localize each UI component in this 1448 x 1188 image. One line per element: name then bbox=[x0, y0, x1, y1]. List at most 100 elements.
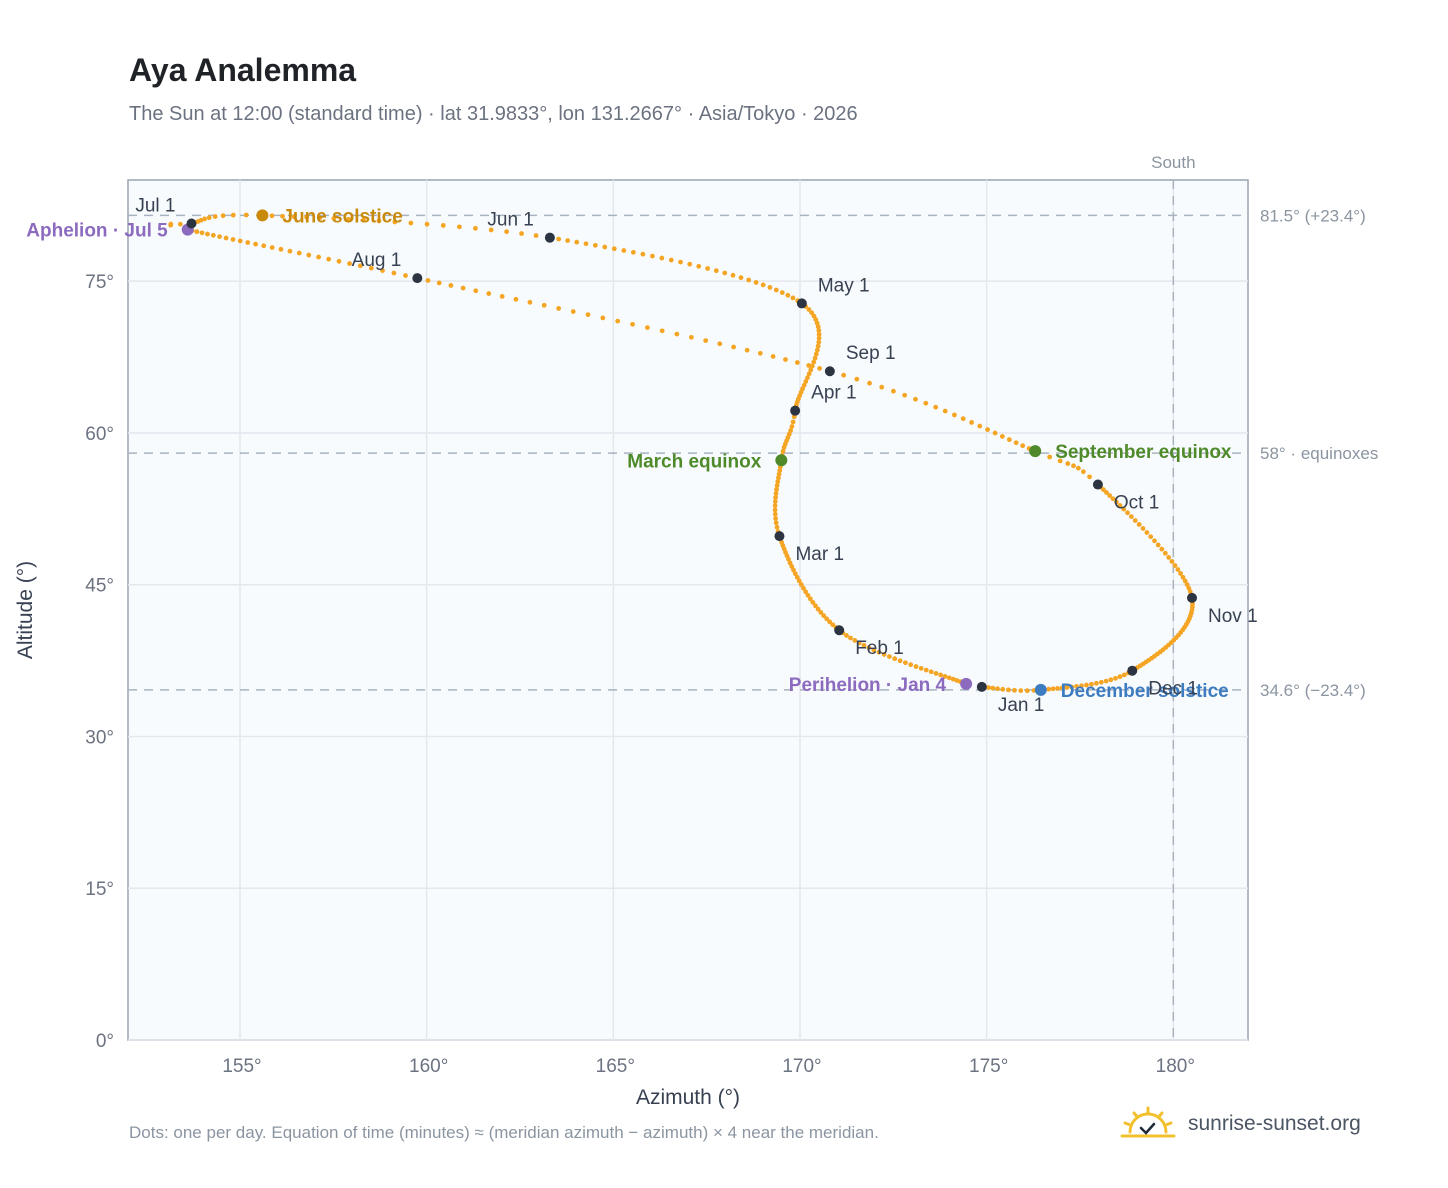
daily-dot bbox=[556, 236, 562, 242]
daily-dot bbox=[645, 325, 650, 330]
daily-dot bbox=[1117, 674, 1123, 680]
brand-name: sunrise-sunset.org bbox=[1188, 1112, 1361, 1135]
event-marker bbox=[256, 209, 269, 222]
daily-dot bbox=[789, 424, 795, 429]
daily-dot bbox=[600, 315, 606, 321]
daily-dot bbox=[772, 511, 778, 517]
daily-dot bbox=[1006, 437, 1012, 443]
daily-dot bbox=[977, 423, 983, 429]
daily-dot bbox=[1084, 682, 1089, 688]
month-marker bbox=[834, 625, 845, 636]
daily-dot bbox=[533, 233, 539, 238]
daily-dot bbox=[794, 574, 800, 580]
month-label: Sep 1 bbox=[846, 343, 896, 364]
daily-dot bbox=[881, 652, 887, 657]
daily-dot bbox=[815, 606, 821, 612]
daily-dot bbox=[891, 388, 896, 394]
axis-ticks: 155° 160° 165° 170° 175° 180° 0° 15° 30° 45° 60° 75… bbox=[85, 272, 1195, 1077]
daily-dot bbox=[923, 400, 929, 406]
daily-dot bbox=[391, 270, 397, 276]
daily-dot bbox=[783, 357, 788, 362]
month-label: Mar 1 bbox=[795, 544, 844, 565]
daily-dot bbox=[1128, 514, 1134, 520]
daily-dot bbox=[212, 214, 218, 219]
month-label: Jan 1 bbox=[998, 695, 1044, 716]
daily-dot bbox=[205, 231, 210, 237]
daily-dot bbox=[809, 363, 815, 369]
daily-dot bbox=[1074, 684, 1079, 689]
daily-dot bbox=[1132, 518, 1138, 523]
x-tick-label: 170° bbox=[782, 1056, 821, 1077]
x-axis-label: Azimuth (°) bbox=[636, 1086, 740, 1109]
daily-dot bbox=[1064, 685, 1070, 690]
daily-dot bbox=[1012, 687, 1017, 693]
y-tick-label: 30° bbox=[85, 727, 114, 748]
daily-dot bbox=[923, 667, 929, 673]
y-axis-label: Altitude (°) bbox=[14, 561, 37, 659]
daily-dot bbox=[1089, 681, 1094, 687]
daily-dot bbox=[206, 215, 212, 221]
daily-dot bbox=[816, 335, 822, 341]
brand[interactable]: sunrise-sunset.org bbox=[1120, 1104, 1361, 1144]
month-marker bbox=[796, 298, 807, 309]
daily-dot bbox=[986, 685, 991, 690]
daily-dot bbox=[942, 408, 948, 414]
daily-dot bbox=[223, 235, 229, 241]
daily-dot bbox=[954, 678, 960, 683]
daily-dot bbox=[854, 376, 860, 382]
daily-dot bbox=[713, 268, 719, 274]
daily-dot bbox=[280, 213, 285, 219]
daily-dot bbox=[650, 253, 655, 259]
daily-dot bbox=[773, 516, 779, 521]
daily-dot bbox=[1069, 684, 1075, 690]
daily-dot bbox=[1006, 687, 1011, 693]
daily-dot bbox=[1050, 686, 1056, 692]
daily-dot bbox=[942, 674, 948, 679]
daily-dot bbox=[199, 230, 205, 236]
daily-dot bbox=[291, 214, 297, 220]
month-label: Dec 1 bbox=[1148, 679, 1198, 700]
daily-dot bbox=[760, 282, 766, 288]
daily-dot bbox=[801, 585, 806, 591]
daily-dot bbox=[814, 347, 820, 353]
daily-dot bbox=[177, 221, 183, 227]
daily-dot bbox=[230, 212, 236, 218]
daily-dot bbox=[774, 483, 780, 488]
daily-dot bbox=[473, 288, 479, 294]
daily-dot bbox=[933, 671, 939, 676]
daily-dot bbox=[770, 354, 776, 359]
daily-dot bbox=[811, 313, 817, 319]
daily-dot bbox=[253, 241, 258, 247]
daily-dot bbox=[856, 640, 862, 646]
daily-dot bbox=[408, 220, 414, 226]
daily-dot bbox=[583, 241, 589, 247]
event-marker bbox=[1034, 683, 1047, 696]
daily-dot bbox=[473, 225, 478, 231]
daily-dot bbox=[1169, 559, 1175, 564]
daily-dot bbox=[1018, 688, 1024, 694]
daily-dot bbox=[202, 216, 208, 222]
daily-dot bbox=[217, 234, 222, 240]
daily-dot bbox=[448, 283, 454, 288]
daily-dot bbox=[640, 251, 646, 257]
chart-title: Aya Analemma bbox=[129, 52, 357, 88]
daily-dot bbox=[659, 328, 665, 334]
daily-dot bbox=[1108, 677, 1114, 683]
daily-dot bbox=[969, 420, 975, 425]
daily-dot bbox=[816, 339, 822, 345]
daily-dot bbox=[879, 384, 885, 390]
daily-dot bbox=[1136, 522, 1142, 527]
daily-dot bbox=[805, 592, 811, 598]
daily-dot bbox=[1155, 542, 1161, 548]
daily-dot bbox=[316, 254, 322, 260]
daily-dot bbox=[897, 658, 903, 664]
daily-dot bbox=[347, 261, 352, 266]
reference-line-label: 34.6° (−23.4°) bbox=[1260, 681, 1366, 700]
daily-dot bbox=[938, 672, 944, 678]
daily-dot bbox=[287, 248, 293, 254]
daily-dot bbox=[753, 280, 759, 285]
daily-dot bbox=[688, 334, 694, 340]
daily-dot bbox=[792, 571, 798, 577]
daily-dot bbox=[744, 347, 750, 353]
daily-dot bbox=[499, 294, 505, 299]
